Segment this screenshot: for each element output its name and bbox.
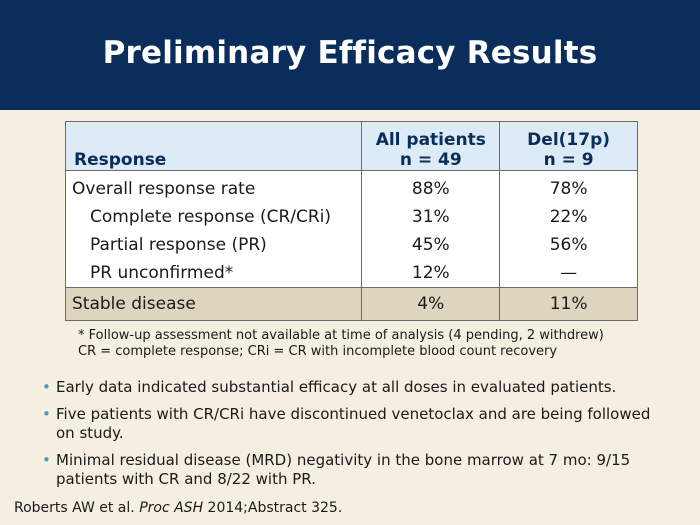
list-item: • Five patients with CR/CRi have discont… <box>42 405 672 443</box>
row-del-value: 78% <box>499 170 638 203</box>
row-all-value: 12% <box>361 259 501 288</box>
footnote-followup: * Follow-up assessment not available at … <box>78 328 604 343</box>
header-all-patients-label: All patients <box>375 130 486 150</box>
table-row: Partial response (PR) 45% 56% <box>64 231 638 259</box>
header-response: Response <box>64 121 363 171</box>
row-del-value: 11% <box>499 287 638 321</box>
row-all-value: 31% <box>361 203 501 231</box>
row-del-value: 22% <box>499 203 638 231</box>
bullet-text: Early data indicated substantial efficac… <box>56 378 617 396</box>
row-del-value: 56% <box>499 231 638 259</box>
table-row-stable-disease: Stable disease 4% 11% <box>64 287 638 321</box>
row-label: Overall response rate <box>64 170 363 203</box>
bullet-list: • Early data indicated substantial effic… <box>42 378 672 497</box>
bullet-dot-icon: • <box>42 378 51 396</box>
row-all-value: 4% <box>361 287 501 321</box>
bullet-text: Five patients with CR/CRi have discontin… <box>56 405 651 442</box>
table-row: Overall response rate 88% 78% <box>64 170 638 203</box>
efficacy-table: Response All patients n = 49 Del(17p) n … <box>64 121 638 321</box>
row-label: Stable disease <box>64 287 363 321</box>
row-label: PR unconfirmed* <box>64 259 363 288</box>
row-all-value: 45% <box>361 231 501 259</box>
citation-details: 2014;Abstract 325. <box>203 500 343 516</box>
list-item: • Early data indicated substantial effic… <box>42 378 672 397</box>
header-del17p: Del(17p) n = 9 <box>499 121 638 171</box>
header-del17p-label: Del(17p) <box>527 130 611 150</box>
bullet-dot-icon: • <box>42 451 51 469</box>
citation-journal: Proc ASH <box>139 500 204 516</box>
row-all-value: 88% <box>361 170 501 203</box>
row-label: Partial response (PR) <box>64 231 363 259</box>
row-label: Complete response (CR/CRi) <box>64 203 363 231</box>
slide-title: Preliminary Efficacy Results <box>102 35 598 71</box>
table-header-row: Response All patients n = 49 Del(17p) n … <box>64 121 638 171</box>
bullet-text: Minimal residual disease (MRD) negativit… <box>56 451 631 488</box>
table-footnotes: * Follow-up assessment not available at … <box>78 328 678 360</box>
header-all-patients-n: n = 49 <box>399 150 462 170</box>
table-row: PR unconfirmed* 12% — <box>64 259 638 288</box>
row-del-value: — <box>499 259 638 288</box>
list-item: • Minimal residual disease (MRD) negativ… <box>42 451 672 489</box>
footnote-abbreviations: CR = complete response; CRi = CR with in… <box>78 344 558 359</box>
header-del17p-n: n = 9 <box>543 150 594 170</box>
bullet-dot-icon: • <box>42 405 51 423</box>
title-bar: Preliminary Efficacy Results <box>0 0 700 110</box>
header-all-patients: All patients n = 49 <box>361 121 501 171</box>
citation: Roberts AW et al. Proc ASH 2014;Abstract… <box>14 500 342 516</box>
citation-authors: Roberts AW et al. <box>14 500 140 516</box>
table-row: Complete response (CR/CRi) 31% 22% <box>64 203 638 231</box>
